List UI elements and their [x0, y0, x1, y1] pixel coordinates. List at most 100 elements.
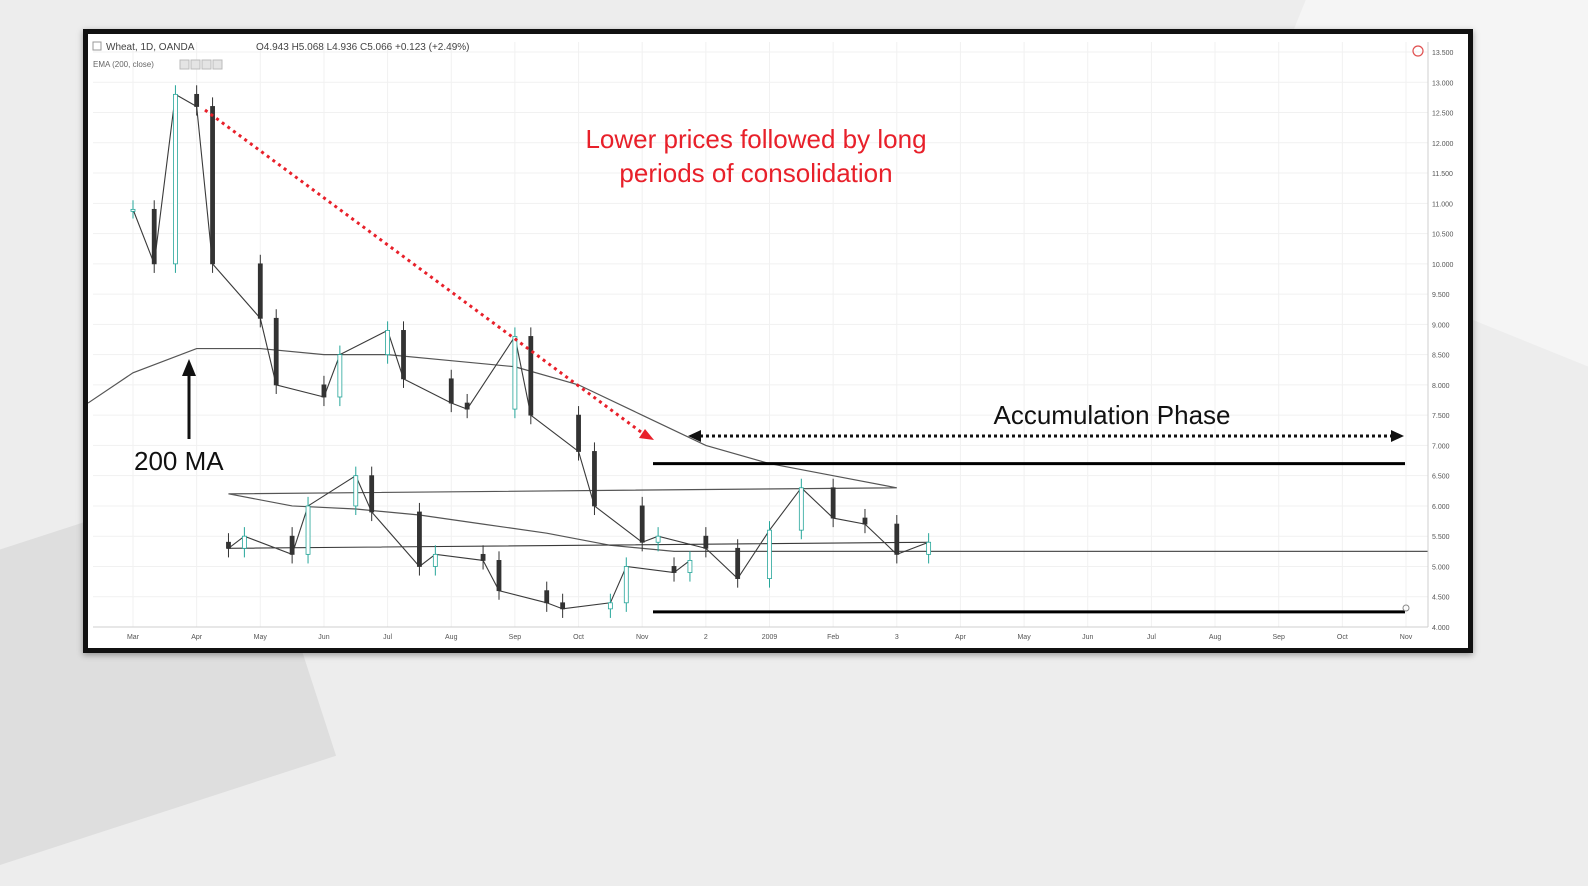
candle-body	[560, 602, 566, 610]
y-tick-label: 7.000	[1432, 443, 1450, 450]
candle-body	[576, 414, 581, 452]
y-tick-label: 12.000	[1432, 141, 1454, 148]
x-tick-label: Oct	[1337, 634, 1348, 641]
headline-line1: Lower prices followed by long	[585, 124, 926, 154]
y-tick-label: 11.500	[1432, 171, 1453, 178]
indicator-eye-icon[interactable]	[179, 59, 190, 70]
candle-body	[321, 384, 327, 398]
x-tick-label: Apr	[955, 634, 967, 641]
candle-body	[448, 378, 454, 404]
y-tick-label: 5.000	[1432, 564, 1450, 571]
x-tick-label: Sep	[1272, 634, 1285, 641]
y-tick-label: 4.500	[1432, 595, 1450, 602]
x-tick-label: Apr	[191, 634, 203, 641]
indicator-settings-icon[interactable]	[190, 59, 201, 70]
x-tick-label: May	[254, 634, 268, 641]
y-tick-label: 10.500	[1432, 232, 1454, 239]
chart-frame: 13.500 13.000 12.500 12.000 11.500 11.000 10.5…	[83, 29, 1473, 653]
candle-body	[194, 93, 200, 107]
candle-body	[241, 535, 247, 549]
x-tick-label: 2	[704, 634, 708, 641]
candle-body	[687, 560, 693, 573]
x-tick-label: Jul	[1147, 634, 1156, 641]
y-tick-label: 13.000	[1432, 80, 1454, 87]
candle-body	[798, 487, 804, 531]
y-tick-label: 9.000	[1432, 322, 1450, 329]
accumulation-arrow-left	[688, 430, 701, 442]
candle-body	[862, 517, 868, 525]
candle-layer	[130, 85, 932, 618]
accumulation-label: Accumulation Phase	[993, 400, 1230, 430]
candle-body	[496, 560, 502, 592]
candle-body	[464, 402, 470, 410]
y-tick-label: 9.500	[1432, 292, 1450, 299]
candle-body	[592, 451, 597, 507]
x-tick-label: 3	[895, 634, 899, 641]
candle-body	[130, 208, 136, 212]
candle-body	[401, 330, 406, 380]
alert-icon[interactable]	[1412, 45, 1424, 57]
chart-svg: 13.500 13.000 12.500 12.000 11.500 11.000 10.5…	[88, 41, 1454, 641]
candle-body	[417, 511, 422, 567]
x-tick-label: 2009	[762, 634, 778, 641]
y-tick-label: 5.500	[1432, 534, 1450, 541]
x-tick-label: Jun	[1082, 634, 1093, 641]
candle-body	[639, 505, 645, 543]
candle-body	[703, 535, 709, 549]
downtrend-arrowhead	[639, 429, 654, 440]
candle-body	[512, 336, 518, 410]
chart-grid	[93, 42, 1428, 628]
headline-line2: periods of consolidation	[619, 158, 892, 188]
ma-label: 200 MA	[134, 446, 224, 476]
candle-body	[173, 93, 178, 265]
ema-line	[88, 347, 1428, 552]
x-tick-label: Sep	[509, 634, 522, 641]
candle-body	[289, 535, 295, 555]
y-tick-label: 8.500	[1432, 353, 1450, 360]
y-tick-label: 8.000	[1432, 383, 1450, 390]
x-tick-label: Feb	[827, 634, 839, 641]
y-tick-label: 11.000	[1432, 201, 1453, 208]
collapse-icon[interactable]	[92, 41, 102, 51]
accumulation-arrow-right	[1391, 430, 1404, 442]
symbol-label: Wheat, 1D, OANDA	[106, 42, 195, 53]
x-tick-label: Nov	[1400, 634, 1413, 641]
x-tick-label: Nov	[636, 634, 649, 641]
candle-body	[385, 330, 391, 356]
y-tick-label: 4.000	[1432, 625, 1450, 632]
y-tick-label: 6.500	[1432, 474, 1450, 481]
x-tick-label: Jul	[383, 634, 392, 641]
ema-layer	[88, 347, 1428, 552]
candle-body	[544, 590, 550, 604]
candle-body	[767, 529, 772, 579]
candle-body	[894, 523, 900, 555]
candle-body	[369, 475, 375, 513]
candle-body	[337, 354, 343, 398]
indicator-more-icon[interactable]	[212, 59, 223, 70]
candle-body	[432, 553, 438, 567]
candle-body	[305, 505, 311, 555]
level-layer	[653, 462, 1405, 614]
chart-header: Wheat, 1D, OANDA O4.943 H5.068 L4.936 C5…	[92, 41, 1424, 612]
candle-body	[210, 106, 215, 265]
x-tick-label: Aug	[445, 634, 458, 641]
x-tick-label: Jun	[318, 634, 329, 641]
candle-body	[257, 263, 263, 319]
indicator-label: EMA (200, close)	[93, 60, 154, 69]
ohlc-values: O4.943 H5.068 L4.936 C5.066 +0.123 (+2.4…	[256, 42, 470, 53]
y-tick-label: 12.500	[1432, 111, 1454, 118]
candle-body	[655, 535, 661, 543]
y-tick-label: 6.000	[1432, 504, 1450, 511]
x-axis: Mar Apr May Jun Jul Aug Sep Oct Nov 2 2009 Feb 3 Apr M…	[93, 626, 1428, 641]
x-tick-label: Aug	[1209, 634, 1222, 641]
x-tick-label: May	[1017, 634, 1031, 641]
y-axis: 13.500 13.000 12.500 12.000 11.500 11.000 10.5…	[1427, 42, 1454, 632]
candle-body	[226, 541, 231, 549]
candle-body	[480, 553, 486, 561]
ma-pointer-arrowhead	[182, 359, 196, 376]
candle-body	[735, 547, 741, 579]
y-tick-label: 7.500	[1432, 413, 1450, 420]
settings-gear-icon[interactable]	[1402, 604, 1410, 612]
indicator-close-icon[interactable]	[201, 59, 212, 70]
candle-body	[671, 566, 677, 573]
